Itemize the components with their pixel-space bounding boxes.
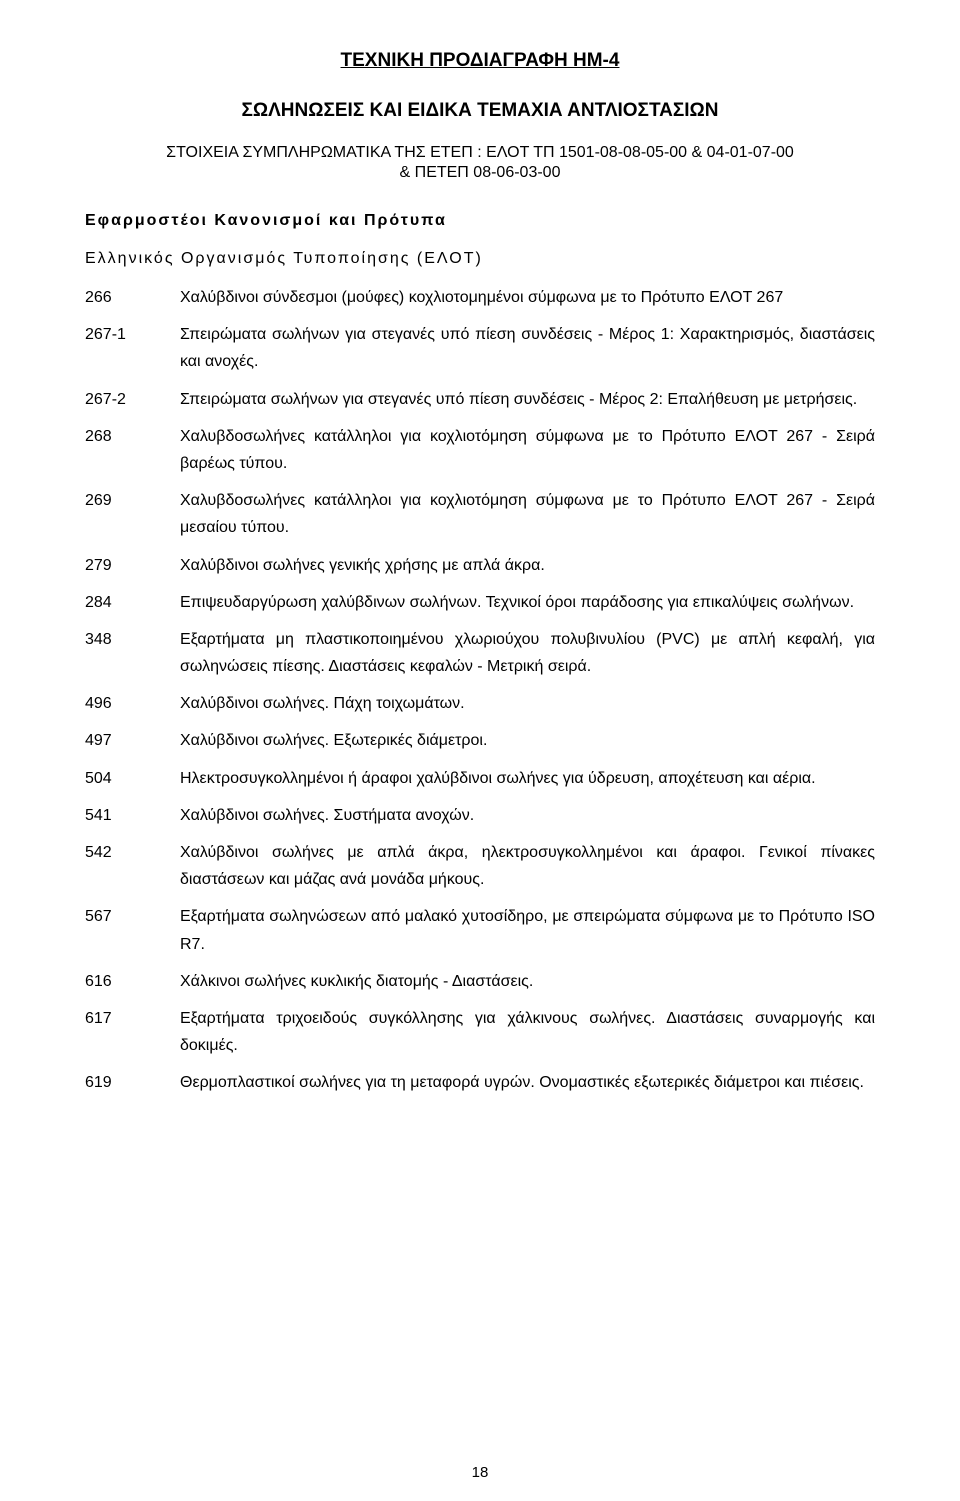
entry-text: Χάλκινοι σωλήνες κυκλικής διατομής - Δια… [180,968,875,995]
entry-text: Θερμοπλαστικοί σωλήνες για τη μεταφορά υ… [180,1069,875,1096]
entry-text: Σπειρώματα σωλήνων για στεγανές υπό πίεσ… [180,321,875,375]
entry-text: Χαλύβδινοι σύνδεσμοι (μούφες) κοχλιοτομη… [180,284,875,311]
spec-entry: 284 Επιψευδαργύρωση χαλύβδινων σωλήνων. … [85,589,875,616]
entry-text: Ηλεκτροσυγκολλημένοι ή άραφοι χαλύβδινοι… [180,765,875,792]
reference-line-1: ΣΤΟΙΧΕΙΑ ΣΥΜΠΛΗΡΩΜΑΤΙΚΑ ΤΗΣ ΕΤΕΠ : ΕΛΟΤ … [85,144,875,162]
entry-text: Χαλύβδινοι σωλήνες. Εξωτερικές διάμετροι… [180,727,875,754]
entry-number: 616 [85,968,180,995]
entry-number: 617 [85,1005,180,1059]
entry-number: 497 [85,727,180,754]
entry-text: Χαλυβδοσωλήνες κατάλληλοι για κοχλιοτόμη… [180,423,875,477]
entry-number: 269 [85,487,180,541]
spec-entry: 504 Ηλεκτροσυγκολλημένοι ή άραφοι χαλύβδ… [85,765,875,792]
spec-entry: 268 Χαλυβδοσωλήνες κατάλληλοι για κοχλιο… [85,423,875,477]
entry-text: Επιψευδαργύρωση χαλύβδινων σωλήνων. Τεχν… [180,589,875,616]
spec-entry: 541 Χαλύβδινοι σωλήνες. Συστήματα ανοχών… [85,802,875,829]
page-number: 18 [0,1464,960,1481]
entry-number: 279 [85,552,180,579]
entry-text: Εξαρτήματα μη πλαστικοποιημένου χλωριούχ… [180,626,875,680]
entry-number: 542 [85,839,180,893]
section-heading: Εφαρμοστέοι Κανονισμοί και Πρότυπα [85,212,875,230]
spec-entry: 279 Χαλύβδινοι σωλήνες γενικής χρήσης με… [85,552,875,579]
page-subtitle: ΣΩΛΗΝΩΣΕΙΣ ΚΑΙ ΕΙΔΙΚΑ ΤΕΜΑΧΙΑ ΑΝΤΛΙΟΣΤΑΣ… [85,100,875,122]
spec-entry: 348 Εξαρτήματα μη πλαστικοποιημένου χλωρ… [85,626,875,680]
spec-entry: 542 Χαλύβδινοι σωλήνες με απλά άκρα, ηλε… [85,839,875,893]
entry-text: Εξαρτήματα σωληνώσεων από μαλακό χυτοσίδ… [180,903,875,957]
entry-number: 267-1 [85,321,180,375]
spec-entry: 497 Χαλύβδινοι σωλήνες. Εξωτερικές διάμε… [85,727,875,754]
entry-number: 504 [85,765,180,792]
spec-entry: 269 Χαλυβδοσωλήνες κατάλληλοι για κοχλιο… [85,487,875,541]
entry-number: 567 [85,903,180,957]
sub-heading: Ελληνικός Οργανισμός Τυποποίησης (ΕΛΟΤ) [85,250,875,268]
entry-text: Εξαρτήματα τριχοειδούς συγκόλλησης για χ… [180,1005,875,1059]
entry-number: 284 [85,589,180,616]
entry-number: 267-2 [85,386,180,413]
entry-text: Χαλύβδινοι σωλήνες. Πάχη τοιχωμάτων. [180,690,875,717]
entry-text: Χαλύβδινοι σωλήνες με απλά άκρα, ηλεκτρο… [180,839,875,893]
entry-number: 268 [85,423,180,477]
entry-number: 541 [85,802,180,829]
reference-line-2: & ΠΕΤΕΠ 08-06-03-00 [85,164,875,182]
entry-number: 266 [85,284,180,311]
spec-entry: 266 Χαλύβδινοι σύνδεσμοι (μούφες) κοχλιο… [85,284,875,311]
spec-entry: 616 Χάλκινοι σωλήνες κυκλικής διατομής -… [85,968,875,995]
spec-entry: 267-1 Σπειρώματα σωλήνων για στεγανές υπ… [85,321,875,375]
entry-number: 619 [85,1069,180,1096]
spec-entry: 496 Χαλύβδινοι σωλήνες. Πάχη τοιχωμάτων. [85,690,875,717]
spec-entry: 267-2 Σπειρώματα σωλήνων για στεγανές υπ… [85,386,875,413]
entry-number: 496 [85,690,180,717]
entry-text: Χαλύβδινοι σωλήνες γενικής χρήσης με απλ… [180,552,875,579]
entry-text: Χαλύβδινοι σωλήνες. Συστήματα ανοχών. [180,802,875,829]
spec-entry: 567 Εξαρτήματα σωληνώσεων από μαλακό χυτ… [85,903,875,957]
spec-entry: 619 Θερμοπλαστικοί σωλήνες για τη μεταφο… [85,1069,875,1096]
entry-text: Χαλυβδοσωλήνες κατάλληλοι για κοχλιοτόμη… [180,487,875,541]
entry-text: Σπειρώματα σωλήνων για στεγανές υπό πίεσ… [180,386,875,413]
document-page: ΤΕΧΝΙΚΗ ΠΡΟΔΙΑΓΡΑΦΗ ΗΜ-4 ΣΩΛΗΝΩΣΕΙΣ ΚΑΙ … [0,0,960,1501]
spec-entry: 617 Εξαρτήματα τριχοειδούς συγκόλλησης γ… [85,1005,875,1059]
page-title: ΤΕΧΝΙΚΗ ΠΡΟΔΙΑΓΡΑΦΗ ΗΜ-4 [85,50,875,72]
entry-number: 348 [85,626,180,680]
